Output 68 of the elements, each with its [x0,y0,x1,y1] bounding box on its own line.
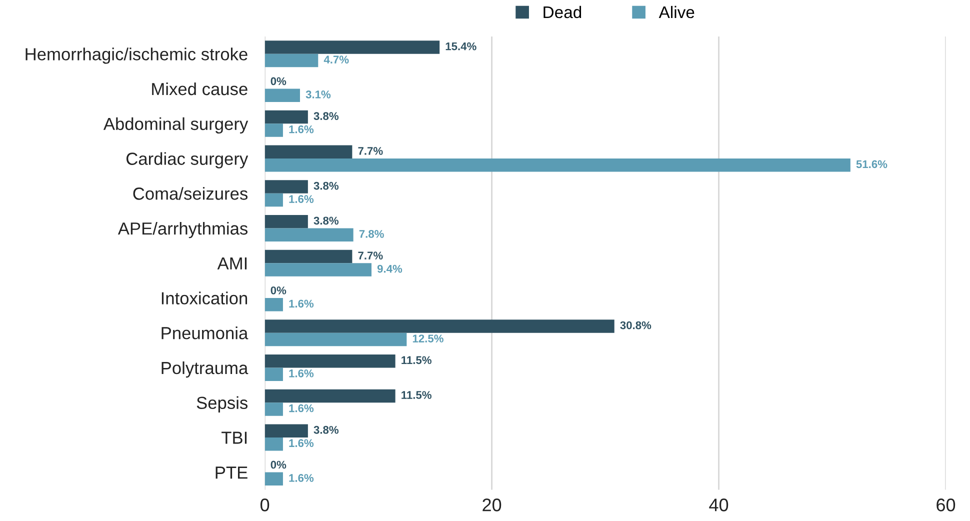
data-label: 12.5% [412,334,444,342]
x-tick-label: 20 [482,498,502,512]
data-label: 1.6% [289,300,314,308]
y-tick-label: Mixed cause [152,82,248,96]
data-label: 1.6% [289,369,314,378]
data-label: 3.8% [314,182,339,190]
bar [264,263,372,276]
data-label: 1.6% [289,474,314,482]
x-tick-label: 40 [709,498,728,512]
bar [264,88,300,102]
bar [264,180,308,194]
data-label: 3.1% [306,90,331,98]
bar [264,368,283,381]
bar [264,145,352,159]
data-label: 4.7% [324,56,349,64]
data-label: 0% [270,286,286,294]
y-tick-label: Abdominal surgery [103,117,248,134]
data-label: 9.4% [377,264,402,273]
y-tick-label: Cardiac surgery [126,152,248,168]
y-tick-label: Hemorrhagic/ischemic stroke [26,48,248,64]
data-label: 3.8% [314,112,339,120]
y-tick-label: Polytrauma [162,361,248,378]
bar [264,298,283,312]
y-tick-label: PTE [216,466,248,479]
x-tick-label: 0 [260,498,270,512]
data-label: 30.8% [620,321,652,330]
data-label: 11.5% [402,356,432,364]
y-tick-label: Pneumonia [162,326,248,340]
bar [264,110,308,124]
bar [264,424,308,438]
bar [264,193,283,207]
x-tick-label: 60 [936,498,956,512]
bar [264,40,440,54]
y-tick-label: AMI [217,257,247,270]
bar [264,250,352,264]
data-label: 3.8% [314,426,339,434]
data-label: 1.6% [289,195,314,203]
data-label: 3.8% [314,216,339,225]
data-label: 1.6% [289,125,314,134]
data-label: 7.8% [359,230,384,238]
bar [264,320,614,333]
bar [264,54,318,68]
y-tick-label: Coma/seizures [133,187,248,200]
data-label: 1.6% [289,404,314,412]
bar [264,402,283,416]
y-tick-label: APE/arrhythmias [118,222,248,238]
data-label: 0% [270,77,286,86]
legend-label: Alive [658,6,694,18]
bar [264,214,308,228]
data-label: 1.6% [289,439,314,448]
y-tick-label: Sepsis [196,396,248,412]
legend-label: Dead [544,6,582,18]
bar [264,332,407,346]
bar [264,437,283,451]
data-label: 15.4% [446,42,476,50]
bar [264,124,283,137]
data-label: 7.7% [358,147,383,155]
data-label: 7.7% [358,252,383,260]
data-label: 0% [270,460,286,469]
y-tick-label: Intoxication [162,292,248,304]
bar [264,389,396,403]
data-label: 11.5% [402,391,432,399]
bar [264,158,850,172]
bar [264,472,283,486]
y-tick-label: TBI [222,432,247,444]
data-label: 51.6% [856,160,888,168]
bar [264,354,396,368]
bar [264,228,354,242]
